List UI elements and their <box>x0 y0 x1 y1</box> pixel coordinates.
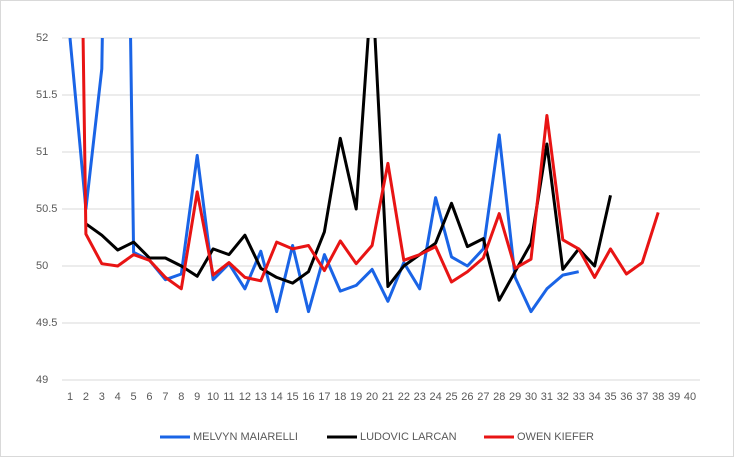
x-tick-label: 11 <box>223 391 234 403</box>
x-tick-label: 20 <box>366 391 378 403</box>
x-tick-label: 23 <box>414 391 426 403</box>
series-line <box>85 38 612 302</box>
y-tick-label: 50.5 <box>36 203 57 215</box>
x-tick-label: 27 <box>477 391 489 403</box>
x-tick-label: 9 <box>194 391 200 403</box>
x-tick-label: 3 <box>99 391 105 403</box>
legend-label: OWEN KIEFER <box>517 431 594 443</box>
x-tick-label: 21 <box>382 391 394 403</box>
x-tick-label: 25 <box>445 391 457 403</box>
y-tick-label: 49.5 <box>36 317 57 329</box>
x-tick-label: 5 <box>131 391 137 403</box>
x-tick-label: 4 <box>115 391 121 403</box>
x-tick-label: 33 <box>573 391 585 403</box>
x-tick-label: 10 <box>207 391 219 403</box>
x-tick-label: 28 <box>493 391 505 403</box>
x-tick-label: 24 <box>430 391 442 403</box>
x-tick-label: 18 <box>334 391 346 403</box>
x-tick-label: 17 <box>318 391 330 403</box>
x-tick-label: 6 <box>146 391 152 403</box>
x-tick-label: 37 <box>636 391 648 403</box>
x-tick-label: 19 <box>350 391 362 403</box>
x-tick-label: 15 <box>286 391 298 403</box>
legend: MELVYN MAIARELLI LUDOVIC LARCAN OWEN KIEFE… <box>160 431 594 443</box>
x-tick-label: 38 <box>652 391 664 403</box>
x-tick-label: 22 <box>398 391 410 403</box>
x-tick-label: 34 <box>588 391 600 403</box>
x-tick-label: 7 <box>162 391 168 403</box>
y-tick-label: 50 <box>36 260 48 272</box>
x-tick-label: 1 <box>67 391 73 403</box>
x-tick-label: 40 <box>684 391 696 403</box>
x-tick-label: 16 <box>302 391 314 403</box>
x-tick-label: 29 <box>509 391 521 403</box>
x-tick-label: 26 <box>461 391 473 403</box>
x-tick-label: 39 <box>668 391 680 403</box>
x-tick-label: 35 <box>604 391 616 403</box>
y-tick-label: 49 <box>36 374 48 386</box>
plot-area <box>68 38 660 314</box>
legend-label: LUDOVIC LARCAN <box>360 431 457 443</box>
x-tick-label: 32 <box>557 391 569 403</box>
x-tick-label: 12 <box>239 391 251 403</box>
y-tick-label: 52 <box>36 32 48 44</box>
x-tick-label: 31 <box>541 391 553 403</box>
y-tick-label: 51.5 <box>36 89 57 101</box>
series-line <box>81 38 660 291</box>
x-tick-label: 13 <box>255 391 267 403</box>
legend-label: MELVYN MAIARELLI <box>193 431 298 443</box>
x-tick-label: 30 <box>525 391 537 403</box>
x-tick-label: 36 <box>620 391 632 403</box>
x-tick-label: 2 <box>83 391 89 403</box>
y-tick-label: 51 <box>36 146 48 158</box>
x-tick-label: 8 <box>178 391 184 403</box>
x-tick-label: 14 <box>271 391 283 403</box>
